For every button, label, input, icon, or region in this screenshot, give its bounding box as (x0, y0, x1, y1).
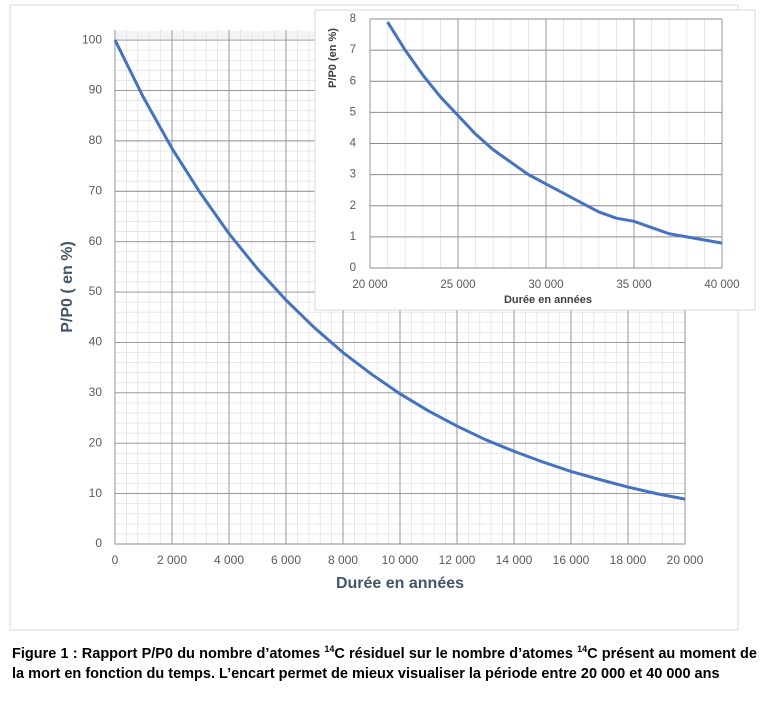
y-tick-label: 60 (89, 234, 103, 248)
caption-superscript: 14 (324, 644, 335, 655)
y-tick-label: 8 (350, 13, 356, 25)
x-tick-label: 35 000 (616, 279, 651, 291)
y-tick-label: 70 (89, 183, 103, 197)
x-tick-label: 12 000 (439, 553, 476, 567)
x-tick-label: 4 000 (214, 553, 244, 567)
figure: 0 2 000 4 000 6 000 8 000 10 000 12 000 14 000 1… (9, 4, 756, 631)
data-line (386, 21, 723, 245)
x-tick-label: 14 000 (496, 553, 533, 567)
caption-text: Figure 1 : Rapport P/P0 du nombre d’atom… (12, 646, 325, 662)
x-axis-title: Durée en années (504, 294, 592, 306)
y-tick-label: 4 (350, 138, 357, 150)
x-tick-label: 18 000 (610, 553, 647, 567)
x-axis-title: Durée en années (336, 575, 464, 592)
y-axis-title: P/P0 (en %) (327, 28, 339, 88)
x-tick-label: 16 000 (553, 553, 590, 567)
y-axis-title: P/P0 ( en %) (59, 241, 76, 333)
y-tick-label: 30 (89, 385, 103, 399)
y-tick-label: 1 (350, 231, 356, 243)
x-tick-label: 20 000 (667, 553, 704, 567)
caption-text: C présent au moment de la mort en foncti… (12, 646, 757, 682)
x-tick-label: 40 000 (704, 279, 739, 291)
x-tick-label: 8 000 (328, 553, 358, 567)
y-tick-label: 40 (89, 335, 103, 349)
y-tick-label: 100 (82, 32, 102, 46)
x-tick-label: 30 000 (528, 279, 563, 291)
y-tick-label: 0 (95, 536, 102, 550)
x-tick-label: 2 000 (157, 553, 187, 567)
y-tick-label: 80 (89, 133, 103, 147)
y-tick-label: 6 (350, 75, 356, 87)
x-tick-label: 6 000 (271, 553, 301, 567)
y-tick-label: 50 (89, 284, 103, 298)
chart: 20 000 25 000 30 000 35 000 40 000 0 1 2 3 4 5 6 7 8 D… (314, 9, 756, 311)
y-tick-label: 0 (350, 262, 356, 274)
x-tick-label: 20 000 (352, 279, 387, 291)
inset-frame (314, 9, 756, 311)
y-tick-label: 3 (350, 169, 356, 181)
caption-text: C résiduel sur le nombre d’atomes (334, 646, 578, 662)
caption-superscript: 14 (577, 644, 588, 655)
y-tick-label: 10 (89, 486, 103, 500)
x-tick-label: 25 000 (440, 279, 475, 291)
figure-caption: Figure 1 : Rapport P/P0 du nombre d’atom… (12, 644, 757, 684)
y-tick-label: 20 (89, 435, 103, 449)
y-tick-label: 90 (89, 83, 103, 97)
y-tick-label: 2 (350, 200, 356, 212)
y-tick-label: 5 (350, 106, 356, 118)
x-tick-label: 0 (112, 553, 119, 567)
x-tick-label: 10 000 (382, 553, 419, 567)
y-tick-label: 7 (350, 44, 356, 56)
data-line (113, 39, 686, 501)
